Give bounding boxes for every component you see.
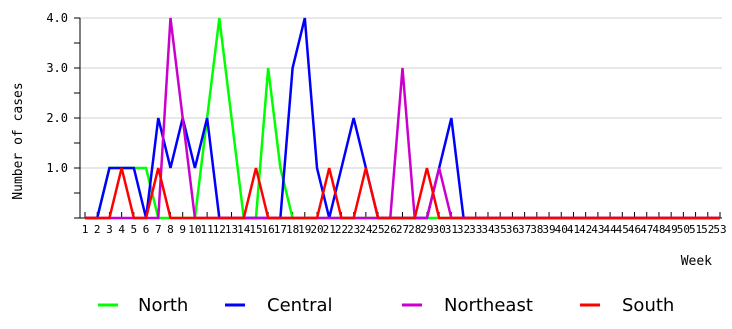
x-tick-label: 43: [591, 223, 604, 236]
x-tick-label: 25: [371, 223, 384, 236]
x-tick-label: 39: [542, 223, 555, 236]
series-line-south: [85, 167, 720, 220]
x-tick-label: 26: [384, 223, 397, 236]
x-tick-label: 24: [359, 223, 373, 236]
x-tick-label: 42: [579, 223, 592, 236]
x-tick-label: 7: [155, 223, 162, 236]
legend-label-central: Central: [267, 295, 333, 316]
x-tick-label: 38: [530, 223, 543, 236]
x-tick-label: 27: [396, 223, 409, 236]
legend-label-northeast: Northeast: [444, 295, 533, 316]
legend-label-north: North: [138, 295, 188, 316]
x-tick-label: 40: [555, 223, 568, 236]
x-tick-label: 17: [274, 223, 287, 236]
x-tick-label: 35: [494, 223, 507, 236]
x-tick-label: 29: [420, 223, 433, 236]
x-tick-label: 1: [82, 223, 89, 236]
grid: [80, 17, 722, 169]
x-tick-label: 31: [445, 223, 458, 236]
axes: Number of cases Week 1.02.03.04.01 2 3 4 5 6 7…: [11, 11, 727, 269]
x-tick-label: 36: [506, 223, 519, 236]
x-tick-label: 13: [225, 223, 238, 236]
x-tick-label: 22: [335, 223, 348, 236]
x-tick-label: 23: [347, 223, 360, 236]
x-tick-label: 9: [179, 223, 186, 236]
x-tick-label: 37: [518, 223, 531, 236]
x-tick-label: 10: [188, 223, 201, 236]
series: [85, 17, 720, 220]
x-tick-label: 34: [481, 223, 495, 236]
x-tick-label: 18: [286, 223, 299, 236]
x-tick-label: 47: [640, 223, 653, 236]
x-tick-label: 33: [469, 223, 482, 236]
x-tick-label: 46: [628, 223, 641, 236]
x-tick-label: 51: [689, 223, 702, 236]
x-tick-label: 16: [262, 223, 275, 236]
x-tick-label: 5: [131, 223, 138, 236]
y-tick-label: 2.0: [46, 111, 68, 125]
x-tick-label: 28: [408, 223, 421, 236]
x-tick-label: 3: [106, 223, 113, 236]
x-tick-label: 52: [701, 223, 714, 236]
x-tick-label: 11: [200, 223, 213, 236]
x-tick-label: 15: [249, 223, 262, 236]
x-tick-label: 32: [457, 223, 470, 236]
y-axis-title: Number of cases: [11, 82, 26, 199]
x-tick-label: 45: [616, 223, 629, 236]
x-tick-label: 8: [167, 223, 174, 236]
y-tick-label: 3.0: [46, 61, 68, 75]
x-tick-label: 12: [213, 223, 226, 236]
x-tick-label: 49: [665, 223, 678, 236]
x-tick-label: 2: [94, 223, 101, 236]
x-axis-title: Week: [681, 254, 712, 269]
legend-label-south: South: [622, 295, 674, 316]
y-tick-label: 4.0: [46, 11, 68, 25]
x-tick-label: 4: [118, 223, 125, 236]
x-tick-label: 53: [713, 223, 726, 236]
x-tick-label: 21: [323, 223, 336, 236]
x-tick-label: 41: [567, 223, 580, 236]
x-tick-label: 48: [652, 223, 665, 236]
x-tick-label: 44: [603, 223, 617, 236]
x-tick-label: 20: [310, 223, 323, 236]
x-tick-label: 6: [143, 223, 150, 236]
legend: North Central Northeast South: [98, 295, 674, 316]
x-tick-label: 14: [237, 223, 251, 236]
x-tick-label: 19: [298, 223, 311, 236]
x-tick-label: 50: [677, 223, 690, 236]
x-tick-label: 30: [433, 223, 446, 236]
y-tick-label: 1.0: [46, 161, 68, 175]
